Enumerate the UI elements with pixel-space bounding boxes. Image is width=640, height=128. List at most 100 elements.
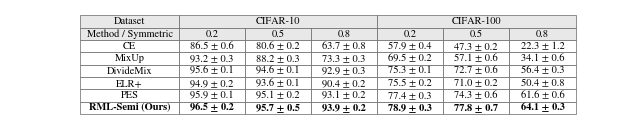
Bar [377, 77, 443, 89]
Text: ELR+: ELR+ [116, 78, 143, 88]
Bar [509, 65, 576, 77]
Bar [377, 15, 576, 28]
Text: 61.6 ± 0.6: 61.6 ± 0.6 [521, 91, 564, 100]
Text: RML-Semi (Ours): RML-Semi (Ours) [89, 103, 170, 112]
Bar [509, 89, 576, 102]
Text: 95.9 ± 0.1: 95.9 ± 0.1 [191, 91, 234, 100]
Bar [377, 89, 443, 102]
Text: Method / Symmetric: Method / Symmetric [86, 29, 173, 39]
Text: 57.1 ± 0.6: 57.1 ± 0.6 [454, 54, 498, 63]
Text: 0.5: 0.5 [470, 29, 483, 39]
Bar [80, 77, 179, 89]
Bar [245, 28, 311, 40]
Bar [377, 40, 443, 52]
Text: 74.3 ± 0.6: 74.3 ± 0.6 [454, 91, 498, 100]
Text: 0.5: 0.5 [271, 29, 285, 39]
Text: 93.6 ± 0.1: 93.6 ± 0.1 [257, 78, 300, 88]
Text: 34.1 ± 0.6: 34.1 ± 0.6 [521, 54, 564, 63]
Bar [443, 77, 509, 89]
Bar [179, 77, 245, 89]
Bar [311, 65, 377, 77]
Text: 75.3 ± 0.1: 75.3 ± 0.1 [388, 66, 432, 76]
Bar [311, 28, 377, 40]
Bar [443, 40, 509, 52]
Bar [245, 65, 311, 77]
Text: 0.8: 0.8 [536, 29, 549, 39]
Bar [443, 52, 509, 65]
Text: 95.7 ± 0.5: 95.7 ± 0.5 [256, 103, 300, 112]
Text: 47.3 ± 0.2: 47.3 ± 0.2 [454, 41, 498, 51]
Bar [377, 52, 443, 65]
Text: 95.6 ± 0.1: 95.6 ± 0.1 [190, 66, 234, 76]
Text: 77.4 ± 0.3: 77.4 ± 0.3 [388, 91, 432, 100]
Text: CIFAR-10: CIFAR-10 [256, 17, 300, 26]
Text: CE: CE [123, 41, 136, 51]
Text: 64.1 ± 0.3: 64.1 ± 0.3 [520, 103, 564, 113]
Bar [245, 77, 311, 89]
Text: CIFAR-100: CIFAR-100 [452, 17, 501, 26]
Text: 96.5 ± 0.2: 96.5 ± 0.2 [190, 103, 234, 113]
Bar [245, 102, 311, 114]
Text: 73.3 ± 0.3: 73.3 ± 0.3 [323, 54, 366, 63]
Bar [80, 15, 179, 28]
Bar [377, 28, 443, 40]
Bar [443, 28, 509, 40]
Bar [245, 52, 311, 65]
Bar [443, 102, 509, 114]
Bar [245, 40, 311, 52]
Text: 56.4 ± 0.3: 56.4 ± 0.3 [521, 66, 564, 76]
Text: 72.7 ± 0.6: 72.7 ± 0.6 [454, 66, 498, 76]
Text: 57.9 ± 0.4: 57.9 ± 0.4 [388, 41, 432, 51]
Text: 94.9 ± 0.2: 94.9 ± 0.2 [191, 78, 234, 88]
Bar [509, 102, 576, 114]
Text: 69.5 ± 0.2: 69.5 ± 0.2 [388, 54, 432, 63]
Text: 88.2 ± 0.3: 88.2 ± 0.3 [257, 54, 300, 63]
Bar [179, 102, 245, 114]
Bar [377, 102, 443, 114]
Bar [80, 102, 179, 114]
Bar [179, 52, 245, 65]
Text: 92.9 ± 0.3: 92.9 ± 0.3 [323, 66, 366, 76]
Text: PES: PES [121, 91, 138, 100]
Text: 78.9 ± 0.3: 78.9 ± 0.3 [388, 103, 432, 112]
Bar [509, 77, 576, 89]
Text: 22.3 ± 1.2: 22.3 ± 1.2 [521, 41, 564, 51]
Text: 80.6 ± 0.2: 80.6 ± 0.2 [257, 41, 300, 51]
Text: 93.9 ± 0.2: 93.9 ± 0.2 [323, 103, 366, 112]
Text: Dataset: Dataset [114, 17, 145, 26]
Bar [80, 65, 179, 77]
Bar [311, 102, 377, 114]
Bar [179, 15, 377, 28]
Text: 86.5 ± 0.6: 86.5 ± 0.6 [190, 41, 234, 51]
Bar [179, 40, 245, 52]
Bar [443, 89, 509, 102]
Bar [80, 52, 179, 65]
Text: 71.0 ± 0.2: 71.0 ± 0.2 [454, 78, 498, 88]
Text: 75.5 ± 0.2: 75.5 ± 0.2 [388, 78, 432, 88]
Text: 90.4 ± 0.2: 90.4 ± 0.2 [323, 78, 366, 88]
Bar [80, 28, 179, 40]
Text: 93.1 ± 0.2: 93.1 ± 0.2 [323, 91, 366, 100]
Text: 94.6 ± 0.1: 94.6 ± 0.1 [257, 66, 300, 76]
Bar [311, 52, 377, 65]
Text: 95.1 ± 0.2: 95.1 ± 0.2 [257, 91, 300, 100]
Bar [509, 40, 576, 52]
Text: 93.2 ± 0.3: 93.2 ± 0.3 [191, 54, 234, 63]
Bar [80, 40, 179, 52]
Bar [311, 40, 377, 52]
Bar [509, 52, 576, 65]
Bar [245, 89, 311, 102]
Text: DivideMix: DivideMix [107, 66, 152, 76]
Bar [443, 65, 509, 77]
Bar [311, 89, 377, 102]
Text: 50.4 ± 0.8: 50.4 ± 0.8 [521, 78, 564, 88]
Bar [179, 28, 245, 40]
Text: 0.2: 0.2 [205, 29, 219, 39]
Text: 0.2: 0.2 [404, 29, 417, 39]
Text: 77.8 ± 0.7: 77.8 ± 0.7 [454, 103, 498, 112]
Text: 63.7 ± 0.8: 63.7 ± 0.8 [323, 41, 366, 51]
Bar [311, 77, 377, 89]
Bar [179, 89, 245, 102]
Text: MixUp: MixUp [115, 54, 145, 63]
Bar [377, 65, 443, 77]
